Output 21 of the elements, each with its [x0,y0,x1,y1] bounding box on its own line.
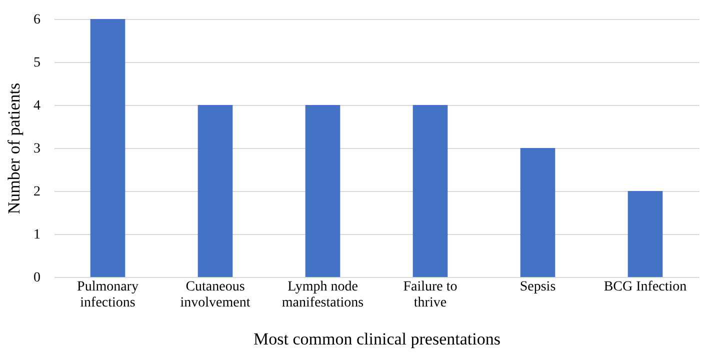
y-tick-label: 1 [34,228,40,242]
x-tick-label: Failure to thrive [403,280,458,310]
y-tick-label: 2 [34,184,40,200]
bar [520,148,556,277]
bar [198,105,233,277]
y-tick-label: 4 [34,98,40,114]
x-axis-title: Most common clinical presentations [254,330,500,348]
x-tick-label: BCG Infection [604,280,687,294]
x-tick-label: Sepsis [520,280,556,294]
y-tick-label: 5 [34,56,40,70]
bar [305,105,340,277]
y-tick-label: 0 [34,270,40,286]
x-tick-label: Cutaneous involvement [180,280,250,310]
bar [90,19,126,277]
y-tick-label: 6 [34,12,40,28]
x-tick-label: Lymph node manifestations [282,280,364,310]
y-axis-title: Number of patients [4,82,24,214]
bar [628,191,663,277]
bar [412,105,448,277]
x-tick-label: Pulmonary infections [77,280,138,310]
y-tick-label: 3 [34,142,40,156]
